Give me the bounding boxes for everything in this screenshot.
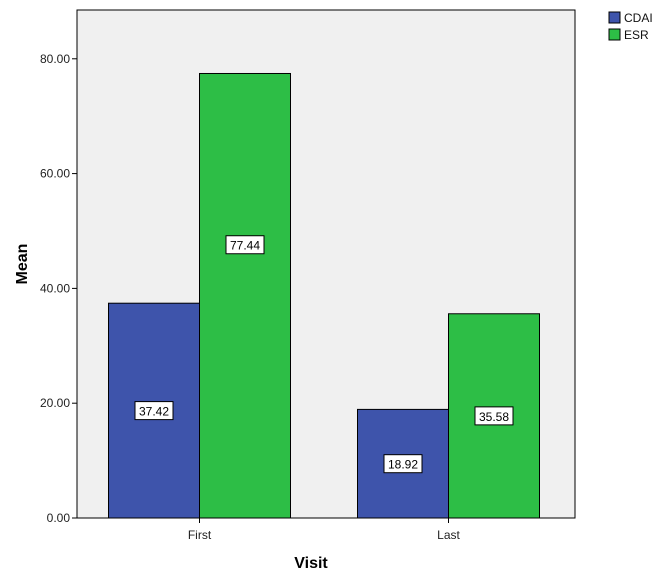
x-axis-title: Visit: [294, 555, 328, 572]
x-tick-label: Last: [437, 528, 460, 542]
y-tick-label: 0.00: [47, 511, 71, 525]
y-tick-label: 40.00: [40, 281, 70, 295]
data-label: 35.58: [479, 410, 509, 424]
bar-esr-first: [200, 73, 291, 518]
y-tick-label: 80.00: [40, 52, 70, 66]
y-tick-label: 20.00: [40, 396, 70, 410]
y-axis-title: Mean: [14, 244, 31, 285]
legend: CDAI ESR: [609, 11, 653, 42]
legend-swatch-esr: [609, 29, 620, 40]
x-tick-label: First: [188, 528, 212, 542]
y-axis: 0.00 20.00 40.00 60.00 80.00: [40, 52, 77, 525]
y-tick-label: 60.00: [40, 167, 70, 181]
x-axis: First Last: [188, 518, 461, 542]
legend-label-cdai: CDAI: [624, 11, 653, 25]
data-label: 37.42: [139, 405, 169, 419]
data-label: 77.44: [230, 239, 260, 253]
legend-swatch-cdai: [609, 12, 620, 23]
data-label: 18.92: [388, 458, 418, 472]
legend-label-esr: ESR: [624, 28, 649, 42]
